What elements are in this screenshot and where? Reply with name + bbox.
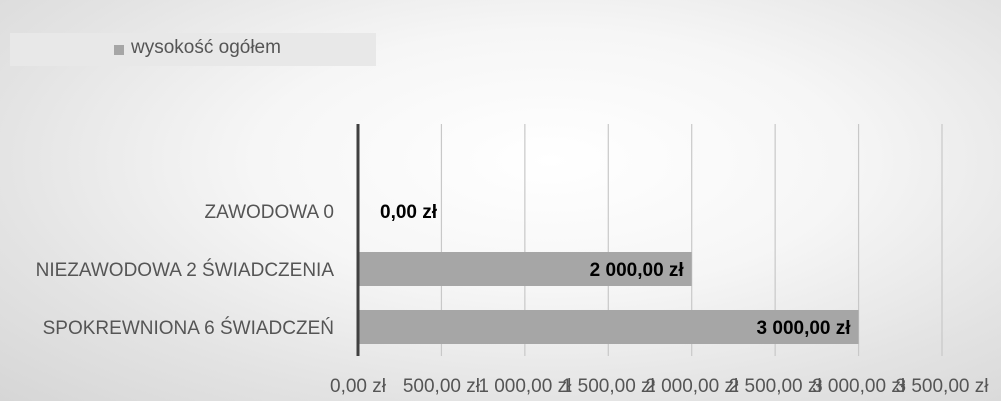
data-label: 3 000,00 zł bbox=[757, 318, 852, 339]
bar bbox=[358, 310, 859, 344]
x-tick-label: 500,00 zł bbox=[403, 376, 481, 397]
x-tick-label: 3 500,00 zł bbox=[896, 376, 990, 397]
category-label: NIEZAWODOWA 2 ŚWIADCZENIA bbox=[36, 259, 335, 281]
x-tick-label: 3 000,00 zł bbox=[812, 376, 906, 397]
data-label: 0,00 zł bbox=[380, 202, 438, 223]
bar bbox=[358, 252, 692, 286]
x-tick-label: 1 500,00 zł bbox=[562, 376, 656, 397]
legend-label: wysokość ogółem bbox=[131, 37, 281, 58]
x-tick-label: 2 500,00 zł bbox=[729, 376, 823, 397]
category-label: SPOKREWNIONA 6 ŚWIADCZEŃ bbox=[43, 317, 334, 339]
category-label: ZAWODOWA 0 bbox=[205, 202, 334, 223]
legend-swatch bbox=[114, 45, 124, 55]
chart-legend: wysokość ogółem bbox=[10, 33, 376, 66]
x-tick-label: 1 000,00 zł bbox=[478, 376, 572, 397]
data-label: 2 000,00 zł bbox=[590, 260, 685, 281]
x-tick-label: 2 000,00 zł bbox=[645, 376, 739, 397]
x-tick-label: 0,00 zł bbox=[330, 376, 387, 397]
